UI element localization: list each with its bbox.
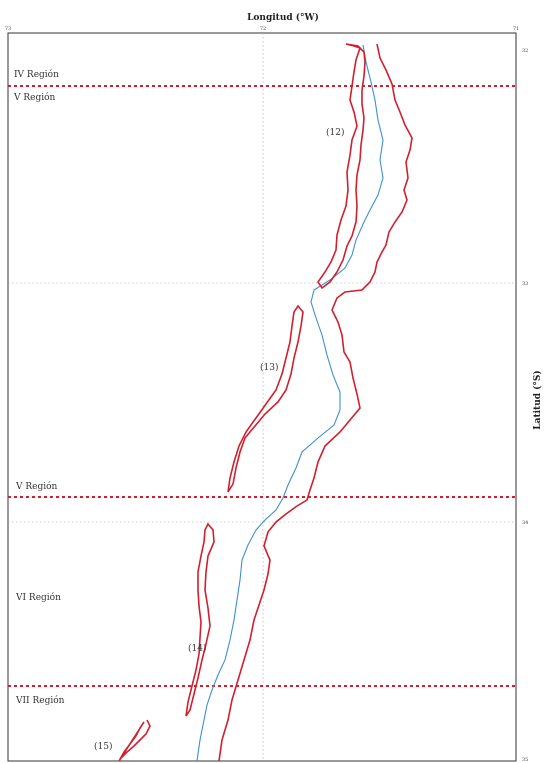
zone-label-13: (13) <box>260 362 278 373</box>
y-tick-32: 32 <box>522 48 528 54</box>
y-tick-33: 33 <box>522 281 528 287</box>
region-label-vii: VII Región <box>15 695 65 706</box>
region-dividers <box>8 85 516 687</box>
region-label-iv: IV Región <box>14 69 59 80</box>
x-tick-73: 73 <box>5 26 11 32</box>
border-12-13-inland <box>296 43 413 507</box>
plot-frame <box>7 32 517 762</box>
region-label-v-south: V Región <box>15 481 58 492</box>
zone-label-12: (12) <box>326 127 344 138</box>
border-14-coastal <box>185 522 215 717</box>
zone-label-14: (14) <box>188 643 206 654</box>
x-tick-72: 72 <box>260 26 266 32</box>
region-label-v-north: V Región <box>13 92 56 103</box>
y-tick-35: 35 <box>522 757 528 763</box>
region-label-vi: VI Región <box>15 592 61 603</box>
border-13-coastal <box>227 304 304 493</box>
y-axis-title: Latitud (°S) <box>532 370 543 429</box>
border-15-coastal <box>118 719 151 762</box>
coastline <box>196 44 384 762</box>
y-tick-34: 34 <box>522 520 528 526</box>
border-12-coastal <box>317 43 366 290</box>
grid <box>8 33 516 761</box>
x-tick-71: 71 <box>513 26 519 32</box>
border-14-15-inland <box>218 505 298 762</box>
x-axis-title: Longitud (°W) <box>247 12 319 23</box>
zone-label-15: (15) <box>94 741 112 752</box>
